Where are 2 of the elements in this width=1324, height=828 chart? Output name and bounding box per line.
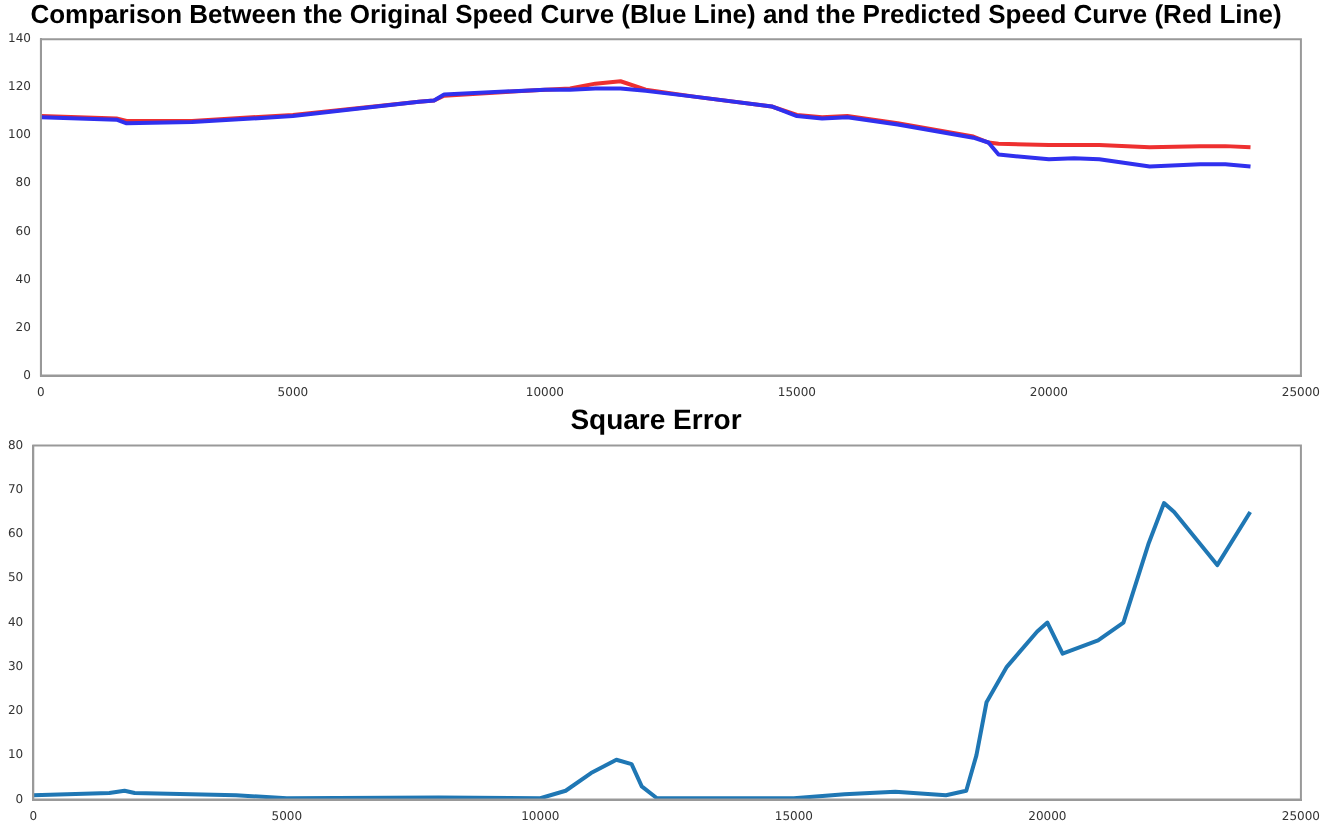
- chart-title: Comparison Between the Original Speed Curve (Blue Line) and the Predicted Speed Curve (Red Line): [30, 0, 1282, 29]
- chart-title: Square Error: [570, 402, 743, 435]
